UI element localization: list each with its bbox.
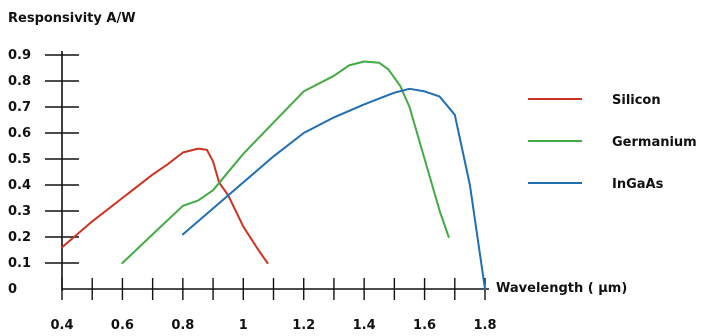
series-line-silicon — [61, 147, 269, 264]
x-tick-label: 1.6 — [413, 318, 436, 333]
axes: 0 0.1 0.2 0.3 0.4 0.5 0.6 0.7 0.8 0.9 0.4 0.6 0.8 1 1.… — [8, 48, 497, 333]
x-tick-label: 0.4 — [50, 318, 73, 333]
x-tick-label: 0.6 — [111, 318, 134, 333]
x-tick-label: 1.8 — [473, 318, 496, 333]
x-axis-label: Wavelength ( μm) — [496, 281, 627, 296]
y-tick-label: 0.9 — [8, 48, 31, 63]
y-tick-label: 0.8 — [8, 74, 31, 89]
data-series — [61, 60, 486, 290]
y-axis-label: Responsivity A/W — [8, 11, 136, 26]
y-tick-label: 0.2 — [8, 230, 31, 245]
x-tick-label: 1 — [239, 318, 248, 333]
series-line-germanium — [121, 60, 450, 264]
y-tick-label: 0.6 — [8, 126, 31, 141]
x-tick-label: 0.8 — [171, 318, 194, 333]
legend-label-ingaas: InGaAs — [612, 177, 664, 192]
y-tick-label: 0.4 — [8, 178, 31, 193]
legend: Silicon Germanium InGaAs — [528, 93, 697, 192]
y-tick-label: 0.5 — [8, 152, 31, 167]
legend-label-silicon: Silicon — [612, 93, 661, 108]
legend-label-germanium: Germanium — [612, 135, 697, 150]
y-tick-label: 0.1 — [8, 256, 31, 271]
x-tick-label: 1.2 — [292, 318, 315, 333]
series-line-ingaas — [181, 87, 486, 290]
x-tick-label: 1.4 — [353, 318, 376, 333]
y-tick-label: 0.3 — [8, 204, 31, 219]
y-tick-label: 0.7 — [8, 100, 31, 115]
y-tick-label: 0 — [8, 282, 17, 297]
